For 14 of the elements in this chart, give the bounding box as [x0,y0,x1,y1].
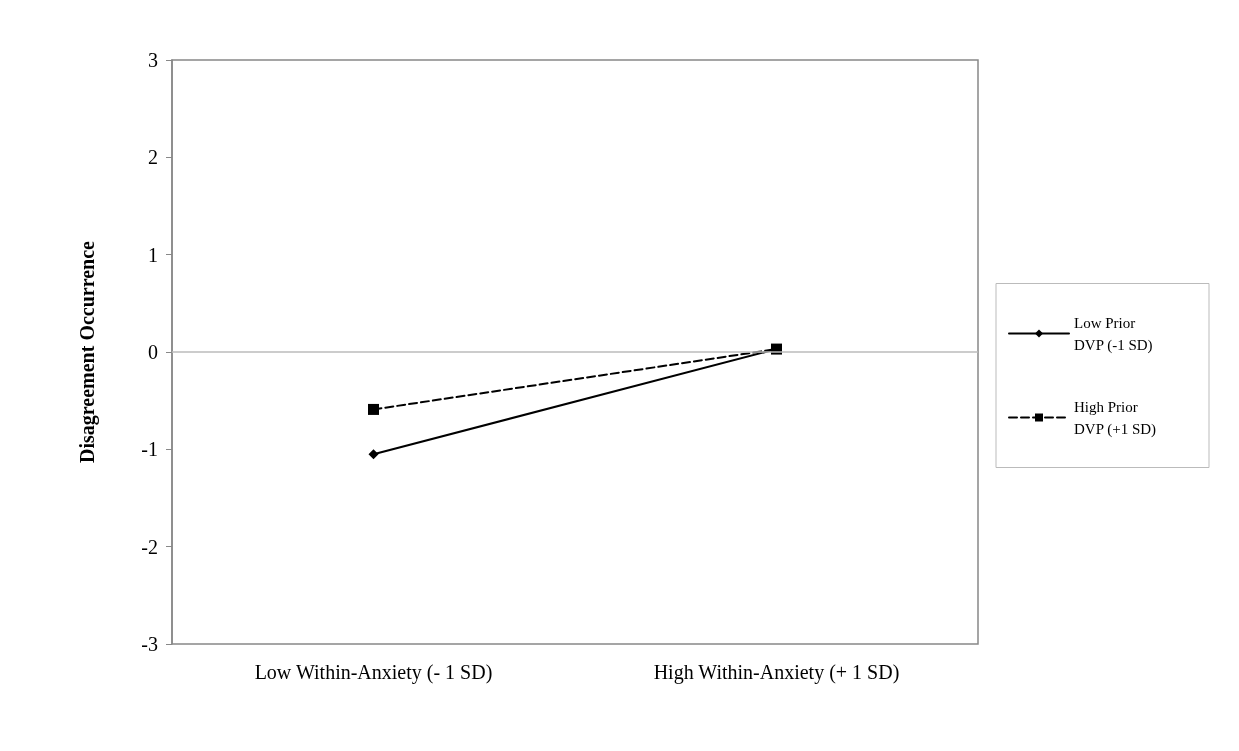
y-tick-label: 2 [148,146,158,169]
x-tick-label: Low Within-Anxiety (- 1 SD) [254,661,493,684]
y-tick-label: 0 [148,341,158,363]
x-tick-label: High Within-Anxiety (+ 1 SD) [653,661,900,684]
y-tick-label: -3 [141,633,158,655]
point [368,403,379,415]
point [368,449,379,460]
y-tick-label: -2 [141,535,158,558]
legend-label: High Prior DVP (+1 SD) [1074,398,1157,438]
y-axis-title: Disagreement Occurrence [76,240,99,463]
y-tick-label: 1 [148,243,158,266]
legend-label: Low Prior DVP (-1 SD) [1074,314,1153,354]
y-tick-label: 3 [148,49,158,71]
y-tick-label: -1 [141,438,158,461]
